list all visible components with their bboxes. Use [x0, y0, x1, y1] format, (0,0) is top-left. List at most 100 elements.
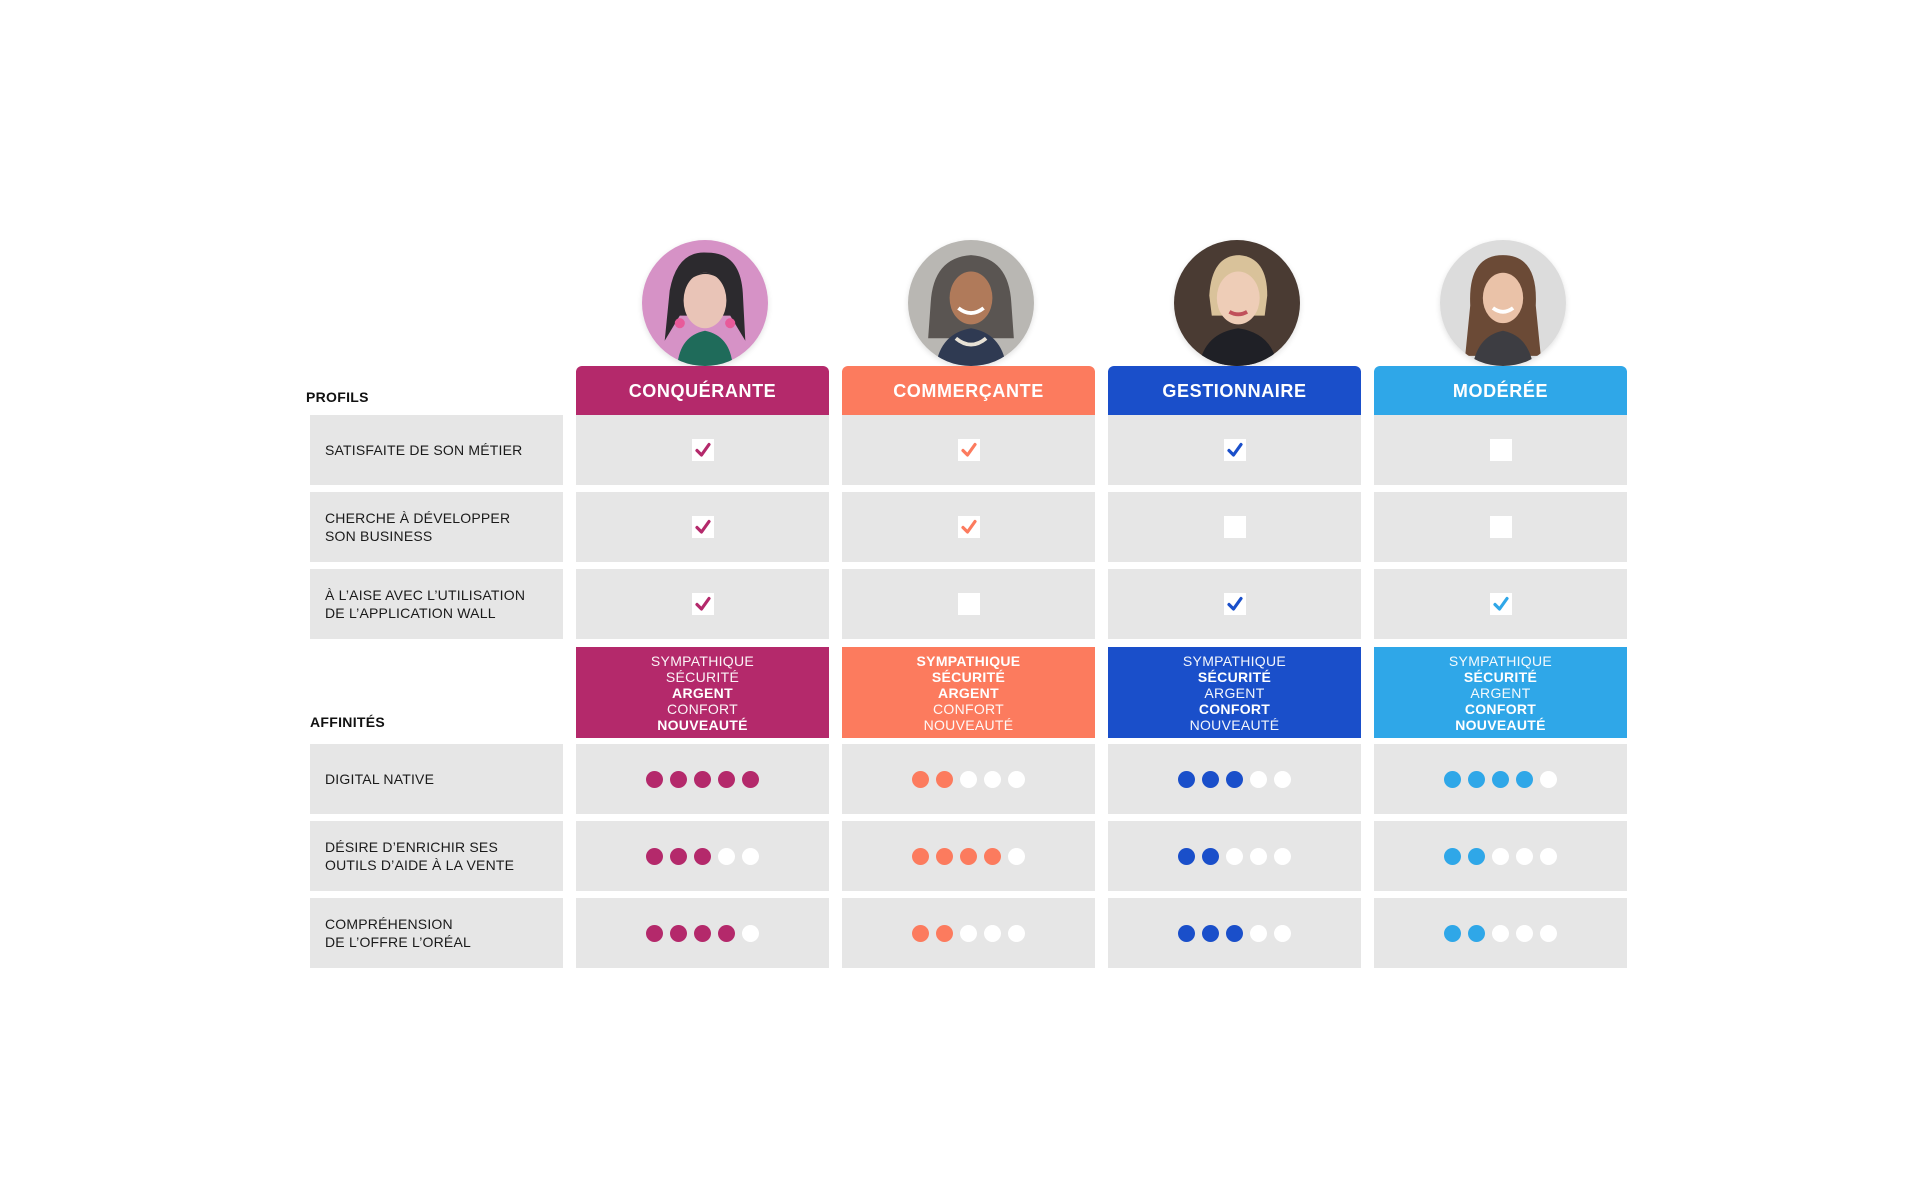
- rating-dot-empty: [1250, 924, 1267, 942]
- checkbox-unchecked[interactable]: [1223, 516, 1246, 538]
- rating-dot-filled: [1444, 847, 1461, 865]
- rating-dot-filled: [984, 847, 1001, 865]
- affinity-word: ARGENT: [1470, 684, 1531, 701]
- rating-dot-empty: [984, 924, 1001, 942]
- rating-dot-empty: [1226, 847, 1243, 865]
- affinity-word: SYMPATHIQUE: [650, 652, 755, 669]
- rating-dot-empty: [960, 924, 977, 942]
- rating-dot-empty: [1008, 924, 1025, 942]
- rating-dot-filled: [694, 847, 711, 865]
- checkbox-checked[interactable]: [1223, 593, 1246, 615]
- rating-dots: [1178, 770, 1291, 788]
- profile-header-conquerante: CONQUÉRANTE: [576, 366, 829, 416]
- affinity-word: NOUVEAUTÉ: [657, 716, 748, 733]
- rating-label: DIGITAL NATIVE: [310, 744, 563, 814]
- checkbox-unchecked[interactable]: [957, 593, 980, 615]
- rating-dot-filled: [936, 770, 953, 788]
- rating-dot-empty: [718, 847, 735, 865]
- rating-dot-filled: [694, 770, 711, 788]
- checkbox-checked[interactable]: [957, 516, 980, 538]
- rating-dot-empty: [1492, 847, 1509, 865]
- rating-dot-filled: [1202, 924, 1219, 942]
- avatar-conquerante: [642, 240, 768, 366]
- rating-cell: [842, 821, 1095, 891]
- rating-cell: [1374, 744, 1627, 814]
- rating-dots: [1444, 924, 1557, 942]
- checkbox-checked[interactable]: [691, 439, 714, 461]
- rating-dot-filled: [1202, 847, 1219, 865]
- checkbox-unchecked[interactable]: [1489, 516, 1512, 538]
- rating-dot-filled: [1178, 770, 1195, 788]
- rating-dot-empty: [1540, 847, 1557, 865]
- checkmark-icon: [960, 442, 977, 457]
- checkmark-icon: [694, 596, 711, 611]
- affinity-word: ARGENT: [938, 684, 999, 701]
- rating-dot-filled: [718, 770, 735, 788]
- rating-cell: [576, 898, 829, 968]
- rating-dot-filled: [1468, 770, 1485, 788]
- rating-dot-empty: [1274, 770, 1291, 788]
- checkbox-unchecked[interactable]: [1489, 439, 1512, 461]
- affinity-word: ARGENT: [672, 684, 733, 701]
- criterion-cell: [1108, 415, 1361, 485]
- criterion-cell: [1374, 569, 1627, 639]
- checkmark-icon: [694, 519, 711, 534]
- affinity-block: SYMPATHIQUE SÉCURITÉ ARGENT CONFORT NOUVEAUT…: [576, 647, 829, 738]
- rating-dot-filled: [1444, 924, 1461, 942]
- checkbox-checked[interactable]: [691, 593, 714, 615]
- rating-dots: [646, 924, 759, 942]
- rating-dots: [912, 847, 1025, 865]
- rating-dot-empty: [1516, 847, 1533, 865]
- checkbox-checked[interactable]: [691, 516, 714, 538]
- rating-dot-filled: [936, 924, 953, 942]
- criterion-cell: [576, 569, 829, 639]
- woman-portrait-4-icon: [1440, 240, 1566, 366]
- rating-dot-empty: [1250, 847, 1267, 865]
- rating-dot-filled: [1226, 770, 1243, 788]
- affinity-word: ARGENT: [1204, 684, 1265, 701]
- rating-cell: [576, 821, 829, 891]
- affinity-block: SYMPATHIQUE SÉCURITÉ ARGENT CONFORT NOUVEAUT…: [842, 647, 1095, 738]
- checkbox-checked[interactable]: [1489, 593, 1512, 615]
- affinity-word: SYMPATHIQUE: [1182, 652, 1287, 669]
- checkmark-icon: [960, 519, 977, 534]
- rating-cell: [1374, 898, 1627, 968]
- rating-cell: [1108, 898, 1361, 968]
- rating-cell: [842, 744, 1095, 814]
- rating-dots: [1444, 770, 1557, 788]
- woman-portrait-1-icon: [642, 240, 768, 366]
- rating-dot-filled: [670, 847, 687, 865]
- rating-dot-empty: [1250, 770, 1267, 788]
- rating-dots: [646, 847, 759, 865]
- affinity-block: SYMPATHIQUE SÉCURITÉ ARGENT CONFORT NOUVEAUT…: [1374, 647, 1627, 738]
- rating-dot-empty: [1008, 847, 1025, 865]
- avatar-gestionnaire: [1174, 240, 1300, 366]
- rating-dots: [1444, 847, 1557, 865]
- criterion-cell: [576, 415, 829, 485]
- rating-dot-empty: [984, 770, 1001, 788]
- checkbox-checked[interactable]: [957, 439, 980, 461]
- rating-dot-filled: [646, 847, 663, 865]
- rating-dot-empty: [1540, 924, 1557, 942]
- affinites-label: AFFINITÉS: [310, 714, 386, 730]
- rating-dot-filled: [912, 924, 929, 942]
- affinity-word: CONFORT: [1464, 700, 1537, 717]
- rating-dot-filled: [1444, 770, 1461, 788]
- affinity-word: CONFORT: [1198, 700, 1271, 717]
- rating-dot-empty: [742, 847, 759, 865]
- rating-dot-filled: [670, 770, 687, 788]
- rating-dot-empty: [960, 770, 977, 788]
- criterion-cell: [1374, 492, 1627, 562]
- affinity-word: SYMPATHIQUE: [1448, 652, 1553, 669]
- checkmark-icon: [1226, 442, 1243, 457]
- rating-dot-empty: [742, 924, 759, 942]
- rating-dot-empty: [1274, 924, 1291, 942]
- rating-dot-empty: [1274, 847, 1291, 865]
- affinity-word: SÉCURITÉ: [1463, 668, 1538, 685]
- checkbox-checked[interactable]: [1223, 439, 1246, 461]
- affinity-word: NOUVEAUTÉ: [1455, 716, 1546, 733]
- rating-cell: [1108, 821, 1361, 891]
- rating-dot-filled: [1492, 770, 1509, 788]
- rating-dot-empty: [1516, 924, 1533, 942]
- rating-cell: [1108, 744, 1361, 814]
